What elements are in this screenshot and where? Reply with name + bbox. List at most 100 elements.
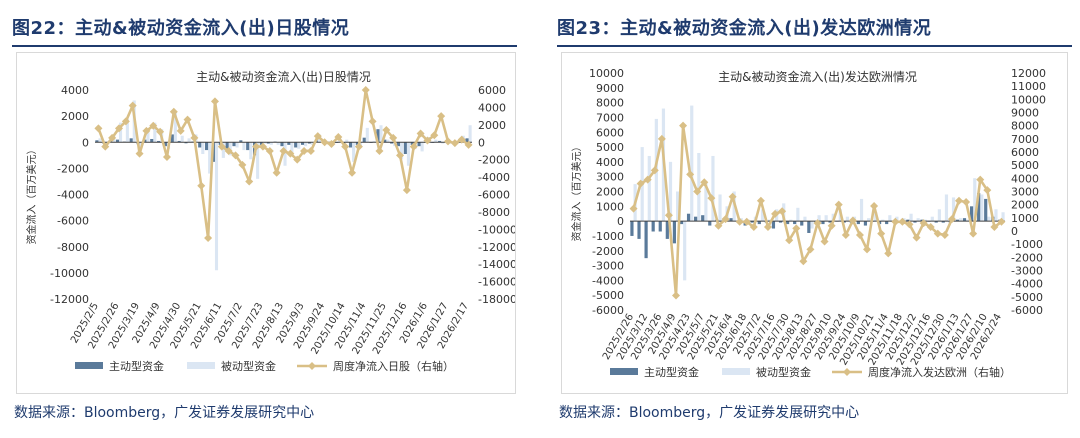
active-bar	[771, 221, 776, 229]
net-flow-point	[450, 139, 459, 148]
passive-bar	[365, 127, 369, 143]
passive-bar	[937, 209, 941, 222]
net-flow-point	[464, 140, 473, 149]
net-flow-point	[313, 132, 322, 141]
left-tick-label: -1000	[592, 230, 624, 243]
net-flow-point	[354, 142, 363, 151]
active-bar	[157, 140, 161, 143]
net-flow-point	[108, 133, 117, 142]
active-bar	[800, 221, 804, 226]
active-bar	[355, 142, 359, 145]
passive-bar	[146, 131, 150, 143]
active-bar	[396, 142, 401, 147]
net-flow-point	[183, 115, 192, 124]
active-bar	[438, 140, 442, 143]
active-bar	[885, 221, 889, 225]
net-flow-point	[742, 217, 751, 226]
right-axis: 1200011000100009000800070006000500040003…	[1011, 67, 1046, 317]
net-flow-point	[334, 133, 343, 142]
passive-bar	[711, 155, 715, 222]
net-flow-point	[361, 86, 370, 94]
net-flow-point	[423, 136, 432, 145]
net-flow-point	[799, 257, 808, 266]
active-bar	[246, 142, 250, 151]
net-flow-point	[636, 179, 645, 188]
right-tick-label: 5000	[1011, 159, 1039, 172]
passive-bar	[867, 218, 871, 222]
passive-bar	[704, 182, 708, 222]
passive-bar	[208, 142, 212, 174]
net-flow-point	[375, 146, 384, 155]
right-tick-label: -16000	[478, 276, 516, 289]
active-bar	[637, 221, 641, 239]
net-flow-point	[877, 229, 886, 238]
net-flow-point	[820, 237, 829, 246]
net-flow-point	[735, 217, 744, 226]
net-flow-markers	[94, 86, 473, 243]
right-tick-label: -6000	[1011, 304, 1043, 317]
passive-bar	[118, 122, 123, 143]
net-flow-point	[997, 217, 1006, 226]
active-bar	[232, 142, 236, 147]
net-flow-point	[707, 194, 716, 203]
right-tick-label: 2000	[1011, 199, 1039, 212]
net-flow-point	[721, 215, 730, 224]
right-tick-label: -3000	[1011, 265, 1043, 278]
passive-bar	[406, 142, 410, 166]
right-tick-label: 8000	[1011, 120, 1039, 133]
right-tick-label: -18000	[478, 293, 516, 306]
right-tick-label: 12000	[1011, 67, 1046, 80]
y-axis-label: 资金流入（百万美元）	[570, 142, 583, 242]
passive-bar	[269, 142, 273, 145]
active-bar	[694, 216, 698, 222]
legend-swatch-active	[75, 362, 103, 369]
active-bar	[410, 142, 414, 145]
net-flow-point	[898, 217, 907, 226]
legend-label: 主动型资金	[109, 359, 164, 373]
net-flow-point	[389, 133, 398, 142]
passive-bar	[930, 216, 934, 222]
legend-swatch-active	[610, 368, 638, 375]
right-tick-label: -4000	[478, 171, 510, 184]
net-flow-point	[444, 137, 453, 146]
active-bar	[259, 142, 263, 145]
active-bar	[856, 221, 860, 225]
active-bar	[757, 221, 761, 225]
europe-flow-chart: 主动&被动资金流入(出)发达欧洲情况1000090008000700060005…	[561, 52, 1068, 394]
passive-bar	[966, 219, 970, 222]
net-flow-point	[416, 129, 425, 138]
active-bar	[266, 142, 270, 144]
left-axis: 4000 2000 0 -2000 -4000 -6000 -8000 -10000 -1200…	[50, 84, 89, 306]
net-flow-point	[778, 207, 787, 216]
active-bar	[177, 140, 181, 143]
passive-bar	[297, 142, 301, 149]
right-tick-label: 9000	[1011, 107, 1039, 120]
net-flow-point	[763, 223, 772, 232]
active-bar	[362, 137, 366, 143]
net-flow-point	[327, 139, 336, 148]
left-tick-label: 6000	[596, 126, 624, 139]
passive-bar	[187, 138, 191, 143]
legend: 主动型资金 被动型资金 周度净流入日股（右轴）	[75, 359, 454, 373]
left-tick-label: 7000	[596, 111, 624, 124]
net-flow-point	[245, 177, 254, 186]
right-tick-label: 0	[478, 136, 485, 149]
net-flow-point	[891, 217, 900, 226]
net-flow-point	[912, 233, 921, 242]
y-axis-label: 资金流入（百万美元）	[25, 145, 38, 245]
active-bar	[198, 142, 202, 148]
net-flow-point	[156, 127, 165, 136]
active-bar	[750, 221, 754, 223]
passive-bar	[256, 142, 260, 179]
net-flow-point	[409, 142, 418, 151]
net-flow-point	[700, 178, 709, 187]
passive-bar	[767, 219, 772, 222]
right-tick-label: -5000	[1011, 291, 1043, 304]
right-tick-label: -4000	[1011, 278, 1043, 291]
passive-bar	[372, 140, 376, 143]
passive-bar	[944, 194, 949, 222]
passive-bar	[468, 125, 472, 143]
net-flow-point	[686, 170, 695, 179]
source-note: 数据来源：Bloomberg，广发证券发展研究中心	[559, 405, 860, 421]
active-bar	[708, 221, 712, 226]
